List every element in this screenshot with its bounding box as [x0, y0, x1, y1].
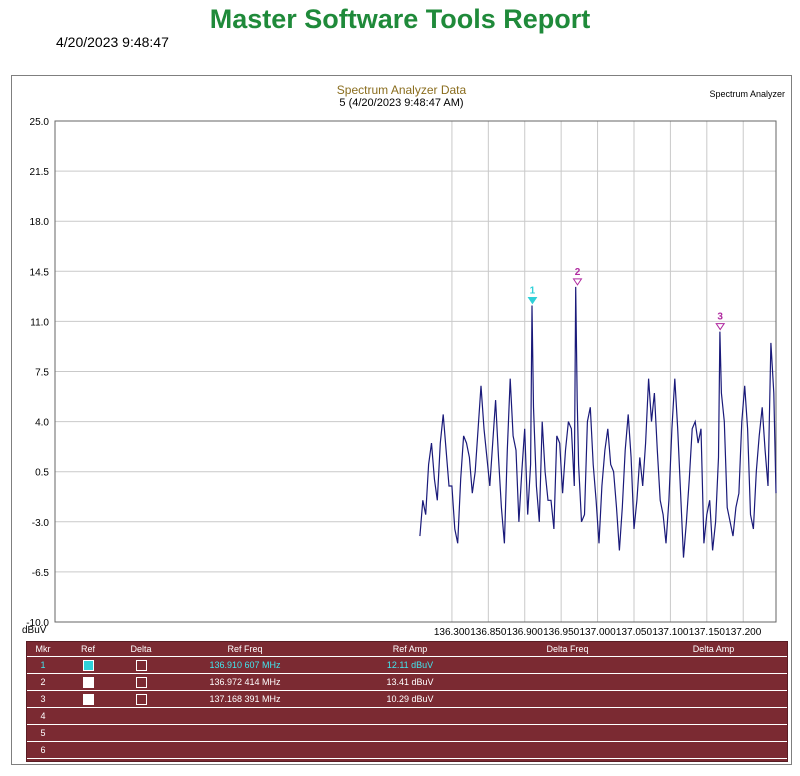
cell-delta-freq: [495, 724, 640, 742]
spectrum-trace: [419, 286, 777, 558]
cell-ref-amp: [325, 724, 495, 742]
y-tick-label: -3.0: [32, 518, 50, 529]
y-tick-label: 0.5: [35, 468, 49, 479]
col-delta-amp[interactable]: Delta Amp: [640, 642, 787, 657]
cell-delta-freq: [495, 673, 640, 691]
marker-row[interactable]: 3 137.168 391 MHz 10.29 dBuV: [27, 690, 787, 708]
device-label: Spectrum Analyzer: [709, 89, 785, 99]
cell-ref-freq: 136.972 414 MHz: [165, 673, 325, 691]
y-tick-label: 25.0: [30, 117, 50, 128]
cell-mkr: 5: [27, 724, 59, 742]
cell-delta: [117, 656, 165, 674]
marker-triangle-1[interactable]: [527, 297, 538, 305]
ref-checkbox[interactable]: [82, 659, 94, 671]
cell-mkr: 6: [27, 741, 59, 759]
cell-ref: [59, 741, 117, 759]
col-delta-freq[interactable]: Delta Freq: [495, 642, 640, 657]
cell-ref-freq: 137.168 391 MHz: [165, 690, 325, 708]
cell-ref: [59, 656, 117, 674]
marker-row[interactable]: 5: [27, 724, 787, 742]
cell-delta: [117, 741, 165, 759]
marker-table: Mkr Ref Delta Ref Freq Ref Amp Delta Fre…: [26, 641, 788, 762]
cell-delta: [117, 707, 165, 725]
cell-delta-amp: [640, 724, 787, 742]
spectrum-chart: 25.0 21.5 18.0 14.5 11.0 7.5 4.0 0.5 -3.0 -6.5 -10…: [22, 117, 777, 638]
delta-checkbox[interactable]: [135, 676, 147, 688]
cell-delta-freq: [495, 707, 640, 725]
ref-checkbox[interactable]: [82, 693, 94, 705]
cell-mkr: 4: [27, 707, 59, 725]
marker-row[interactable]: 2 136.972 414 MHz 13.41 dBuV: [27, 673, 787, 691]
cell-ref-freq: [165, 707, 325, 725]
marker-row[interactable]: 6: [27, 741, 787, 759]
delta-checkbox[interactable]: [135, 693, 147, 705]
col-mkr[interactable]: Mkr: [27, 642, 59, 657]
cell-mkr: 3: [27, 690, 59, 708]
y-tick-label: 21.5: [30, 167, 50, 178]
cell-ref-amp: 12.11 dBuV: [325, 656, 495, 674]
cell-delta-amp: [640, 741, 787, 759]
y-tick-label: 14.5: [30, 267, 50, 278]
y-tick-label: -10.0: [26, 618, 49, 629]
cell-delta: [117, 724, 165, 742]
cell-ref-amp: 10.29 dBuV: [325, 690, 495, 708]
cell-delta-amp: [640, 690, 787, 708]
col-delta[interactable]: Delta: [117, 642, 165, 657]
x-tick-label: 136.950: [543, 627, 580, 638]
x-tick-label: 137.150: [689, 627, 726, 638]
cell-ref: [59, 724, 117, 742]
cell-ref: [59, 707, 117, 725]
cell-ref-amp: 13.41 dBuV: [325, 673, 495, 691]
marker-label-3: 3: [717, 312, 723, 323]
cell-delta-amp: [640, 656, 787, 674]
chart-subtitle: 5 (4/20/2023 9:48:47 AM): [339, 97, 464, 109]
y-tick-label: -6.5: [32, 568, 50, 579]
cell-delta: [117, 673, 165, 691]
chart-title: Spectrum Analyzer Data: [336, 83, 467, 97]
cell-delta-amp: [640, 707, 787, 725]
cell-delta-freq: [495, 741, 640, 759]
x-tick-label: 137.100: [652, 627, 689, 638]
plot-frame: [54, 120, 777, 623]
x-tick-label: 136.850: [470, 627, 507, 638]
cell-ref: [59, 690, 117, 708]
report-title: Master Software Tools Report: [209, 4, 591, 34]
cell-delta: [117, 690, 165, 708]
col-ref-freq[interactable]: Ref Freq: [165, 642, 325, 657]
col-ref[interactable]: Ref: [59, 642, 117, 657]
cell-ref-amp: [325, 707, 495, 725]
x-tick-label: 137.050: [616, 627, 653, 638]
marker-row[interactable]: 4: [27, 707, 787, 725]
marker-label-2: 2: [575, 267, 581, 278]
marker-label-1: 1: [530, 286, 536, 297]
cell-ref-freq: 136.910 607 MHz: [165, 656, 325, 674]
cell-delta-amp: [640, 673, 787, 691]
marker-row[interactable]: 1 136.910 607 MHz 12.11 dBuV: [27, 656, 787, 674]
cell-delta-freq: [495, 690, 640, 708]
x-tick-label: 137.200: [725, 627, 762, 638]
cell-ref-freq: [165, 724, 325, 742]
y-axis-label: dBuV: [22, 625, 47, 636]
y-tick-label: 4.0: [35, 418, 49, 429]
cell-ref-freq: [165, 741, 325, 759]
x-tick-label: 137.000: [579, 627, 616, 638]
x-tick-label: 136.300: [434, 627, 471, 638]
cell-mkr: 2: [27, 673, 59, 691]
y-tick-label: 11.0: [30, 317, 49, 328]
y-tick-label: 18.0: [30, 217, 50, 228]
cell-ref-amp: [325, 741, 495, 759]
y-tick-label: 7.5: [35, 368, 49, 379]
report-timestamp: 4/20/2023 9:48:47: [56, 34, 169, 50]
col-ref-amp[interactable]: Ref Amp: [325, 642, 495, 657]
cell-mkr: 1: [27, 656, 59, 674]
marker-triangle-2[interactable]: [572, 278, 583, 286]
ref-checkbox[interactable]: [82, 676, 94, 688]
cell-ref: [59, 673, 117, 691]
delta-checkbox[interactable]: [135, 659, 147, 671]
marker-triangle-3[interactable]: [715, 323, 726, 331]
x-tick-label: 136.900: [507, 627, 544, 638]
marker-table-header: Mkr Ref Delta Ref Freq Ref Amp Delta Fre…: [27, 642, 787, 657]
cell-delta-freq: [495, 656, 640, 674]
